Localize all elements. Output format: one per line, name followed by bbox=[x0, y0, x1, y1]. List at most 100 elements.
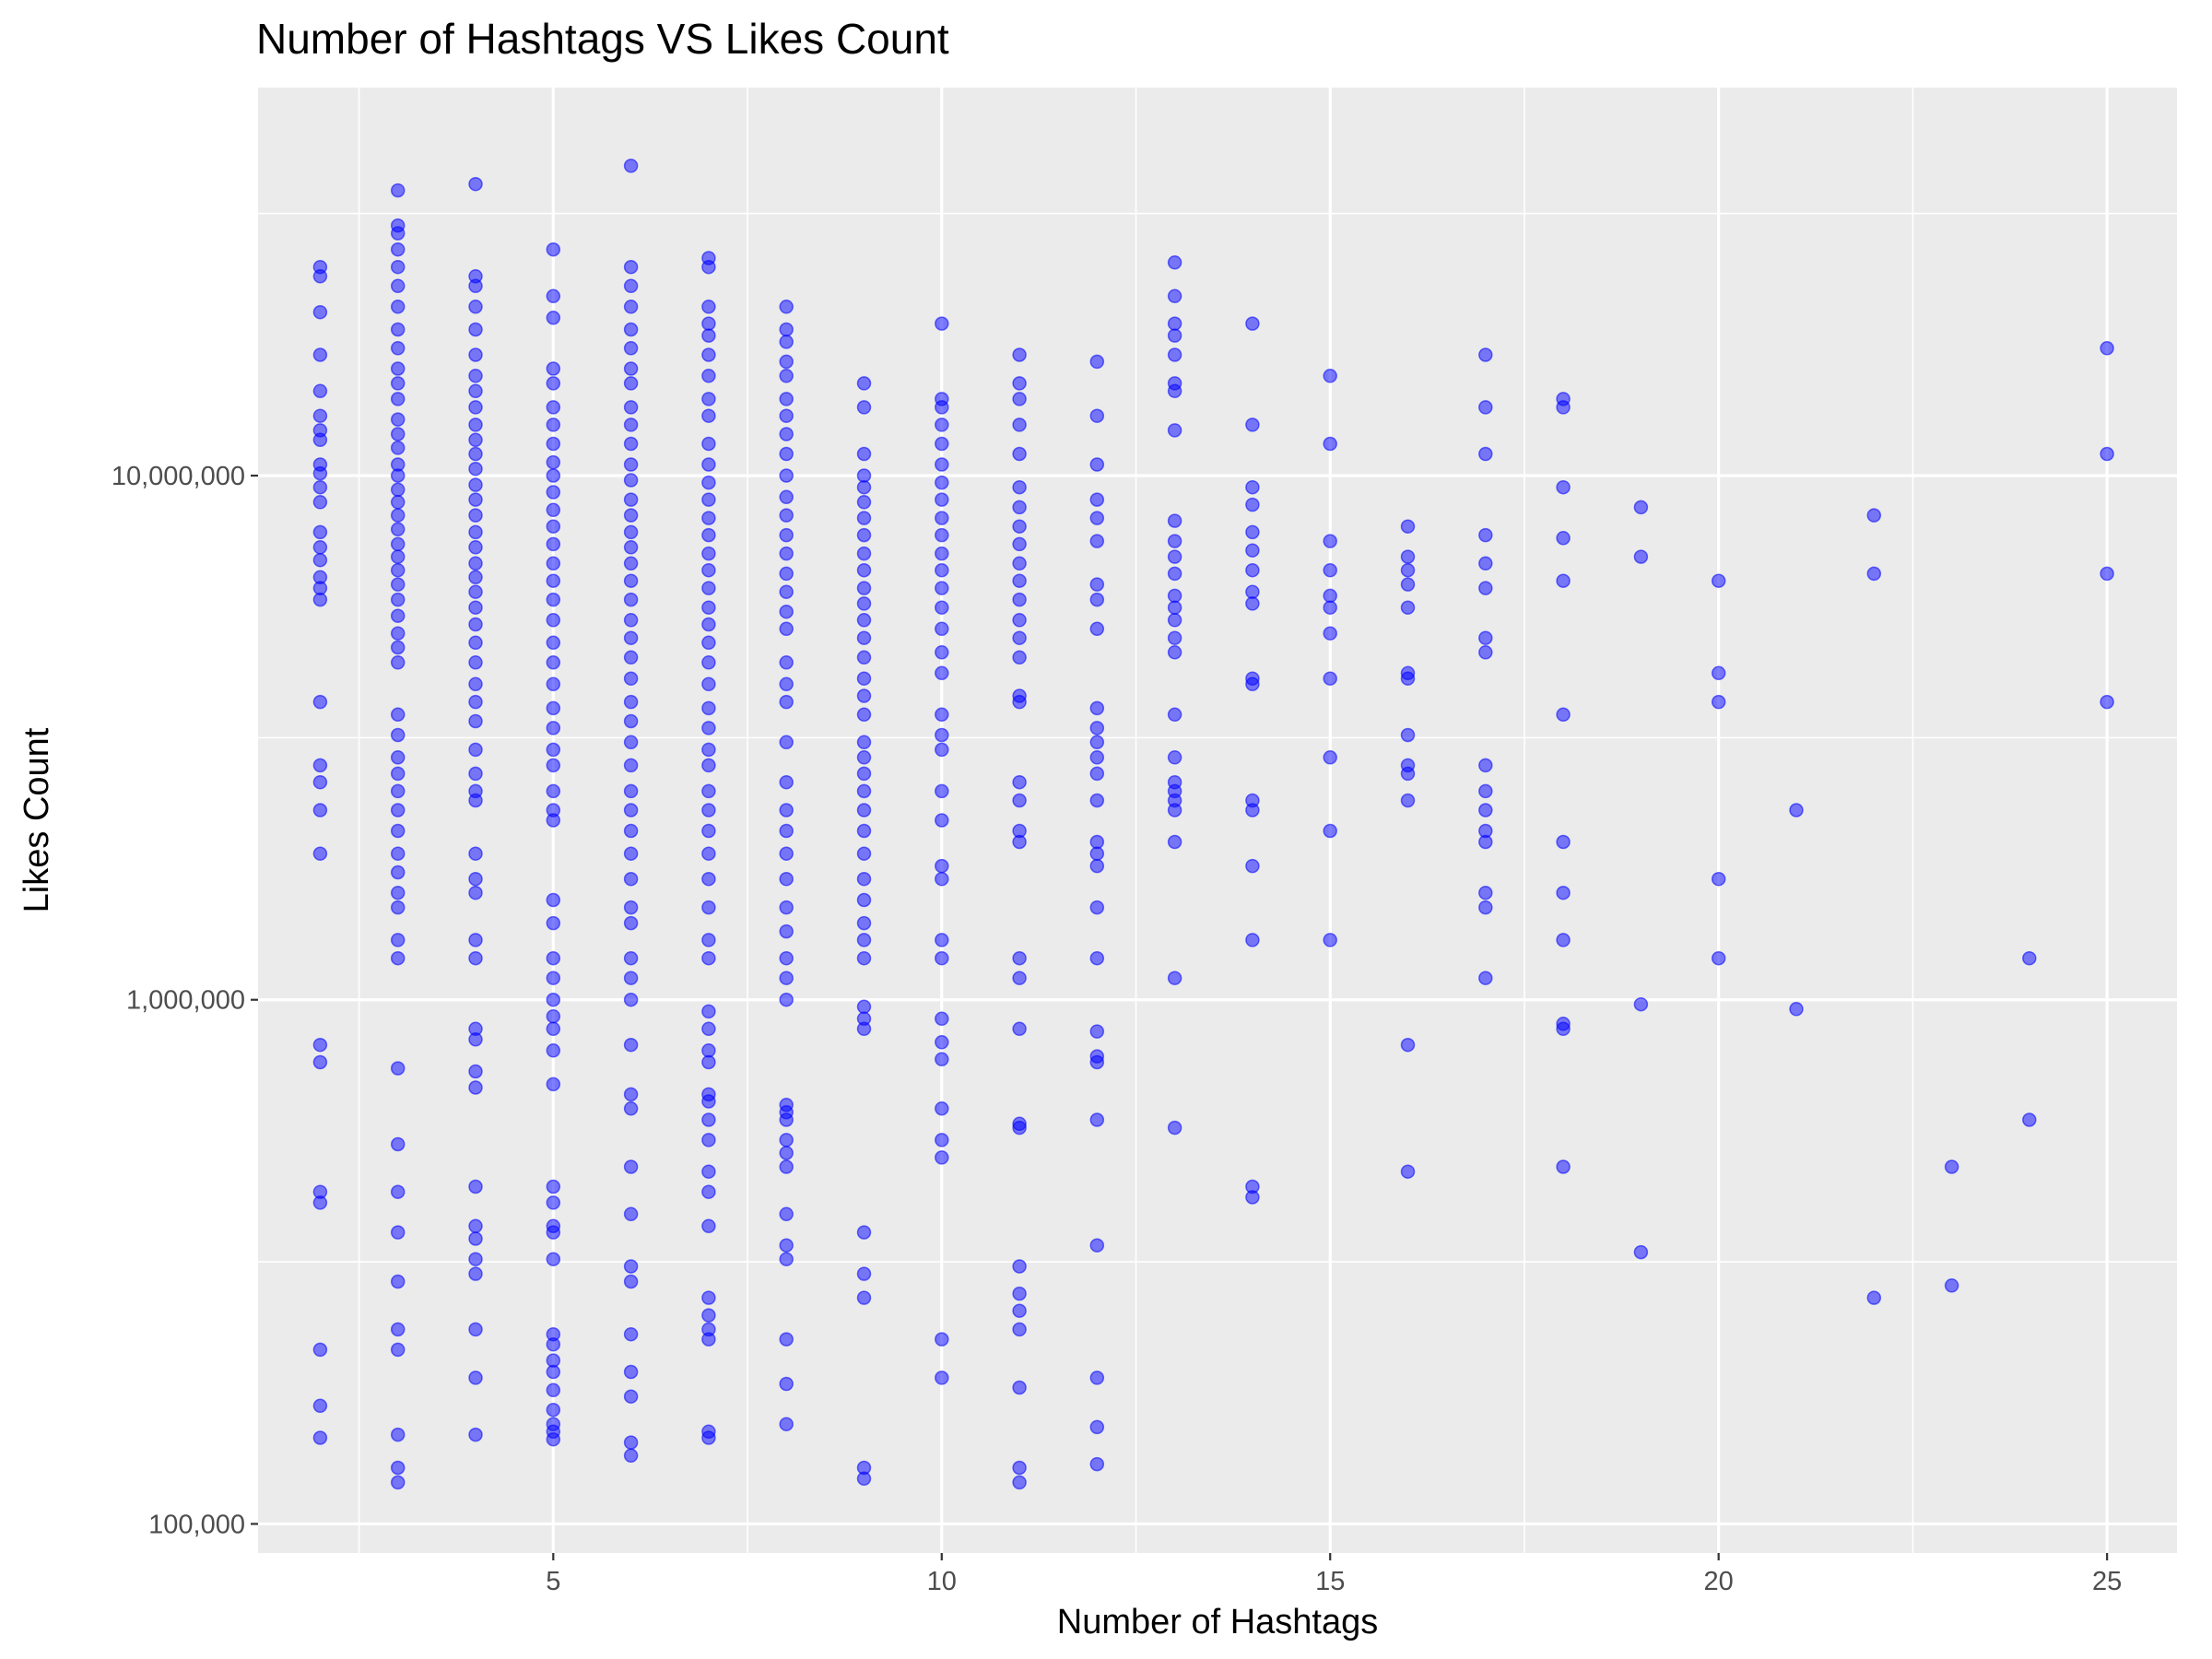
data-point bbox=[390, 1225, 406, 1240]
data-point bbox=[623, 259, 639, 275]
data-point bbox=[701, 933, 716, 947]
data-point bbox=[701, 1164, 716, 1179]
data-point bbox=[1245, 316, 1260, 331]
data-point bbox=[546, 502, 561, 518]
data-point bbox=[701, 328, 716, 343]
data-point bbox=[1167, 383, 1182, 399]
data-point bbox=[1556, 834, 1571, 850]
data-point bbox=[779, 392, 794, 406]
data-point bbox=[856, 446, 872, 462]
data-point bbox=[312, 592, 328, 607]
data-point bbox=[1245, 584, 1260, 599]
data-point bbox=[546, 485, 561, 500]
data-point bbox=[1167, 971, 1182, 985]
data-point bbox=[390, 750, 406, 765]
data-point bbox=[701, 758, 716, 773]
data-point bbox=[701, 369, 716, 383]
data-point bbox=[623, 473, 639, 488]
data-point bbox=[390, 707, 406, 723]
data-point bbox=[701, 527, 716, 543]
data-point bbox=[546, 992, 561, 1007]
data-point bbox=[935, 492, 949, 507]
data-point bbox=[546, 241, 561, 257]
x-tick-label: 15 bbox=[1315, 1567, 1345, 1596]
data-point bbox=[546, 556, 561, 571]
data-point bbox=[779, 335, 794, 349]
data-point bbox=[1711, 871, 1726, 887]
data-point bbox=[623, 159, 639, 173]
data-point bbox=[468, 694, 483, 710]
data-point bbox=[1478, 527, 1493, 543]
data-point bbox=[1323, 750, 1337, 765]
y-tick-label: 10,000,000 bbox=[112, 462, 245, 491]
data-point bbox=[623, 573, 639, 588]
data-point bbox=[1478, 885, 1493, 900]
data-point bbox=[468, 635, 483, 651]
data-point bbox=[779, 427, 794, 441]
data-point bbox=[779, 900, 794, 915]
data-point bbox=[390, 536, 406, 552]
minor-gridlines bbox=[258, 88, 2177, 1553]
data-point bbox=[546, 742, 561, 758]
data-point bbox=[935, 511, 949, 525]
data-point bbox=[1556, 479, 1571, 495]
data-point bbox=[1400, 1037, 1416, 1053]
data-point bbox=[390, 727, 406, 743]
data-point bbox=[935, 813, 949, 828]
data-point bbox=[546, 758, 561, 773]
data-point bbox=[1400, 577, 1416, 592]
data-point bbox=[623, 1326, 639, 1342]
data-point bbox=[390, 1136, 406, 1152]
data-point bbox=[856, 527, 872, 543]
data-point bbox=[1089, 700, 1105, 716]
data-point bbox=[546, 361, 561, 376]
data-point bbox=[1012, 1460, 1027, 1476]
data-point bbox=[856, 803, 872, 818]
x-tick-label: 25 bbox=[2092, 1567, 2122, 1596]
data-point bbox=[1012, 650, 1027, 665]
data-point bbox=[701, 846, 716, 861]
data-point bbox=[701, 1094, 716, 1109]
data-point bbox=[935, 783, 949, 799]
data-point bbox=[701, 581, 716, 595]
data-point bbox=[701, 1218, 716, 1234]
data-point bbox=[935, 436, 949, 452]
data-point bbox=[856, 950, 872, 966]
data-point bbox=[1789, 1002, 1804, 1017]
data-point bbox=[935, 400, 949, 415]
data-point bbox=[390, 766, 406, 782]
data-point bbox=[1478, 900, 1493, 915]
data-point bbox=[2100, 566, 2114, 582]
data-point bbox=[1012, 834, 1027, 850]
data-point bbox=[779, 655, 794, 670]
data-point bbox=[1245, 677, 1260, 692]
data-point bbox=[623, 592, 639, 607]
data-point bbox=[390, 412, 406, 427]
data-point bbox=[546, 892, 561, 908]
data-point bbox=[779, 508, 794, 523]
data-point bbox=[779, 992, 794, 1007]
data-point bbox=[468, 713, 483, 729]
data-point bbox=[1089, 735, 1105, 750]
data-point bbox=[2100, 341, 2114, 356]
data-point bbox=[1478, 556, 1493, 571]
data-point bbox=[1400, 727, 1416, 743]
data-point bbox=[623, 508, 639, 523]
data-point bbox=[390, 226, 406, 241]
data-point bbox=[1556, 1021, 1571, 1037]
data-point bbox=[546, 1179, 561, 1194]
data-point bbox=[390, 626, 406, 641]
data-point bbox=[1089, 793, 1105, 808]
data-point bbox=[1167, 588, 1182, 604]
data-point bbox=[856, 613, 872, 628]
y-axis-title: Likes Count bbox=[18, 727, 56, 912]
data-point bbox=[1323, 600, 1337, 615]
data-point bbox=[935, 871, 949, 887]
data-point bbox=[1478, 400, 1493, 415]
data-point bbox=[623, 671, 639, 686]
data-point bbox=[1478, 347, 1493, 362]
data-point bbox=[1167, 513, 1182, 528]
data-point bbox=[701, 655, 716, 670]
data-point bbox=[1323, 562, 1337, 578]
data-point bbox=[1012, 556, 1027, 571]
